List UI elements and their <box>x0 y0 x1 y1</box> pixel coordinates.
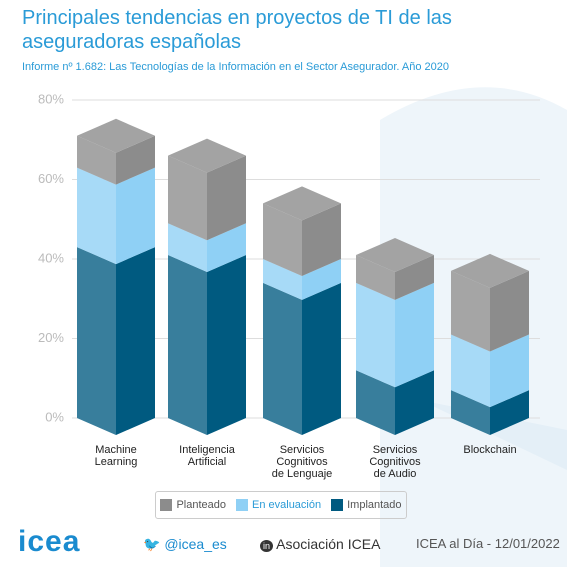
bar-top <box>263 186 341 221</box>
twitter-handle: @icea_es <box>164 536 227 552</box>
bar-shade <box>77 135 116 185</box>
y-tick-label: 40% <box>38 250 64 265</box>
bar-shade <box>356 255 395 300</box>
legend: Planteado En evaluación Implantado <box>155 491 407 519</box>
x-tick-label: Machine Learning <box>94 444 138 468</box>
bar-top <box>356 238 434 273</box>
bar-segment-right <box>302 203 341 276</box>
bar-shade <box>168 255 207 435</box>
bar-segment-right <box>207 223 246 273</box>
bar-segment-left <box>356 370 395 435</box>
y-tick-label: 20% <box>38 330 64 345</box>
bar-top <box>451 253 529 288</box>
bar-shade <box>77 167 116 265</box>
bar-segment-right <box>116 135 155 185</box>
legend-label: Planteado <box>176 499 226 511</box>
bar-segment-left <box>356 282 395 388</box>
bar-shade <box>168 223 207 273</box>
y-tick-label: 0% <box>45 409 64 424</box>
legend-label: En evaluación <box>252 499 322 511</box>
bar-segment-left <box>168 155 207 241</box>
bar-segment-right <box>302 282 341 435</box>
bar-segment-left <box>451 390 490 435</box>
legend-label: Implantado <box>347 499 402 511</box>
logo: icea <box>18 525 80 559</box>
bar-shade <box>77 247 116 435</box>
y-tick-label: 80% <box>38 91 64 106</box>
bar-segment-right <box>490 334 529 408</box>
bar-shade <box>263 259 302 300</box>
bar-segment-left <box>77 135 116 185</box>
legend-swatch <box>160 499 173 511</box>
bar-segment-left <box>168 223 207 273</box>
x-tick-label: Servicios Cognitivos de Lenguaje <box>271 444 333 480</box>
bar-segment-right <box>395 282 434 388</box>
linkedin-name: Asociación ICEA <box>276 536 381 552</box>
chart-title: Principales tendencias en proyectos de T… <box>22 7 452 53</box>
legend-swatch <box>331 499 344 511</box>
bar-segment-right <box>395 255 434 300</box>
bar-shade <box>263 203 302 276</box>
legend-item: Implantado <box>331 499 402 511</box>
bar-segment-right <box>116 247 155 435</box>
linkedin: in Asociación ICEA <box>260 536 380 552</box>
bar-segment-left <box>77 247 116 435</box>
bar-segment-right <box>395 370 434 435</box>
bar-segment-left <box>263 203 302 276</box>
bar-segment-right <box>207 155 246 241</box>
bar-top <box>168 138 246 173</box>
bar-shade <box>356 370 395 435</box>
bar-segment-left <box>356 255 395 300</box>
bar-segment-left <box>263 282 302 435</box>
bar-segment-right <box>302 259 341 300</box>
bar-segment-right <box>207 255 246 435</box>
bar-segment-left <box>263 259 302 300</box>
twitter: 🐦 @icea_es <box>143 536 227 552</box>
bar-segment-left <box>451 334 490 408</box>
bar-shade <box>451 390 490 435</box>
source: ICEA al Día - 12/01/2022 <box>416 536 560 551</box>
legend-swatch <box>236 499 248 511</box>
bar-shade <box>263 282 302 435</box>
bar-segment-left <box>451 270 490 352</box>
bar-top <box>77 118 155 153</box>
bar-segment-right <box>490 390 529 435</box>
bar-segment-right <box>116 167 155 265</box>
bar-shade <box>451 334 490 408</box>
logo-text: icea <box>18 525 81 558</box>
y-tick-label: 60% <box>38 171 64 186</box>
bar-segment-right <box>490 270 529 352</box>
bar-segment-left <box>77 167 116 265</box>
chart-subtitle: Informe nº 1.682: Las Tecnologías de la … <box>22 61 449 73</box>
bar-shade <box>168 155 207 241</box>
x-tick-label: Servicios Cognitivos de Audio <box>369 444 421 480</box>
bar-shade <box>451 270 490 352</box>
x-tick-label: Blockchain <box>463 444 517 456</box>
legend-item: Planteado <box>160 499 226 511</box>
bar-segment-left <box>168 255 207 435</box>
legend-item: En evaluación <box>236 499 321 511</box>
bar-shade <box>356 282 395 388</box>
x-tick-label: Inteligencia Artificial <box>179 444 235 468</box>
